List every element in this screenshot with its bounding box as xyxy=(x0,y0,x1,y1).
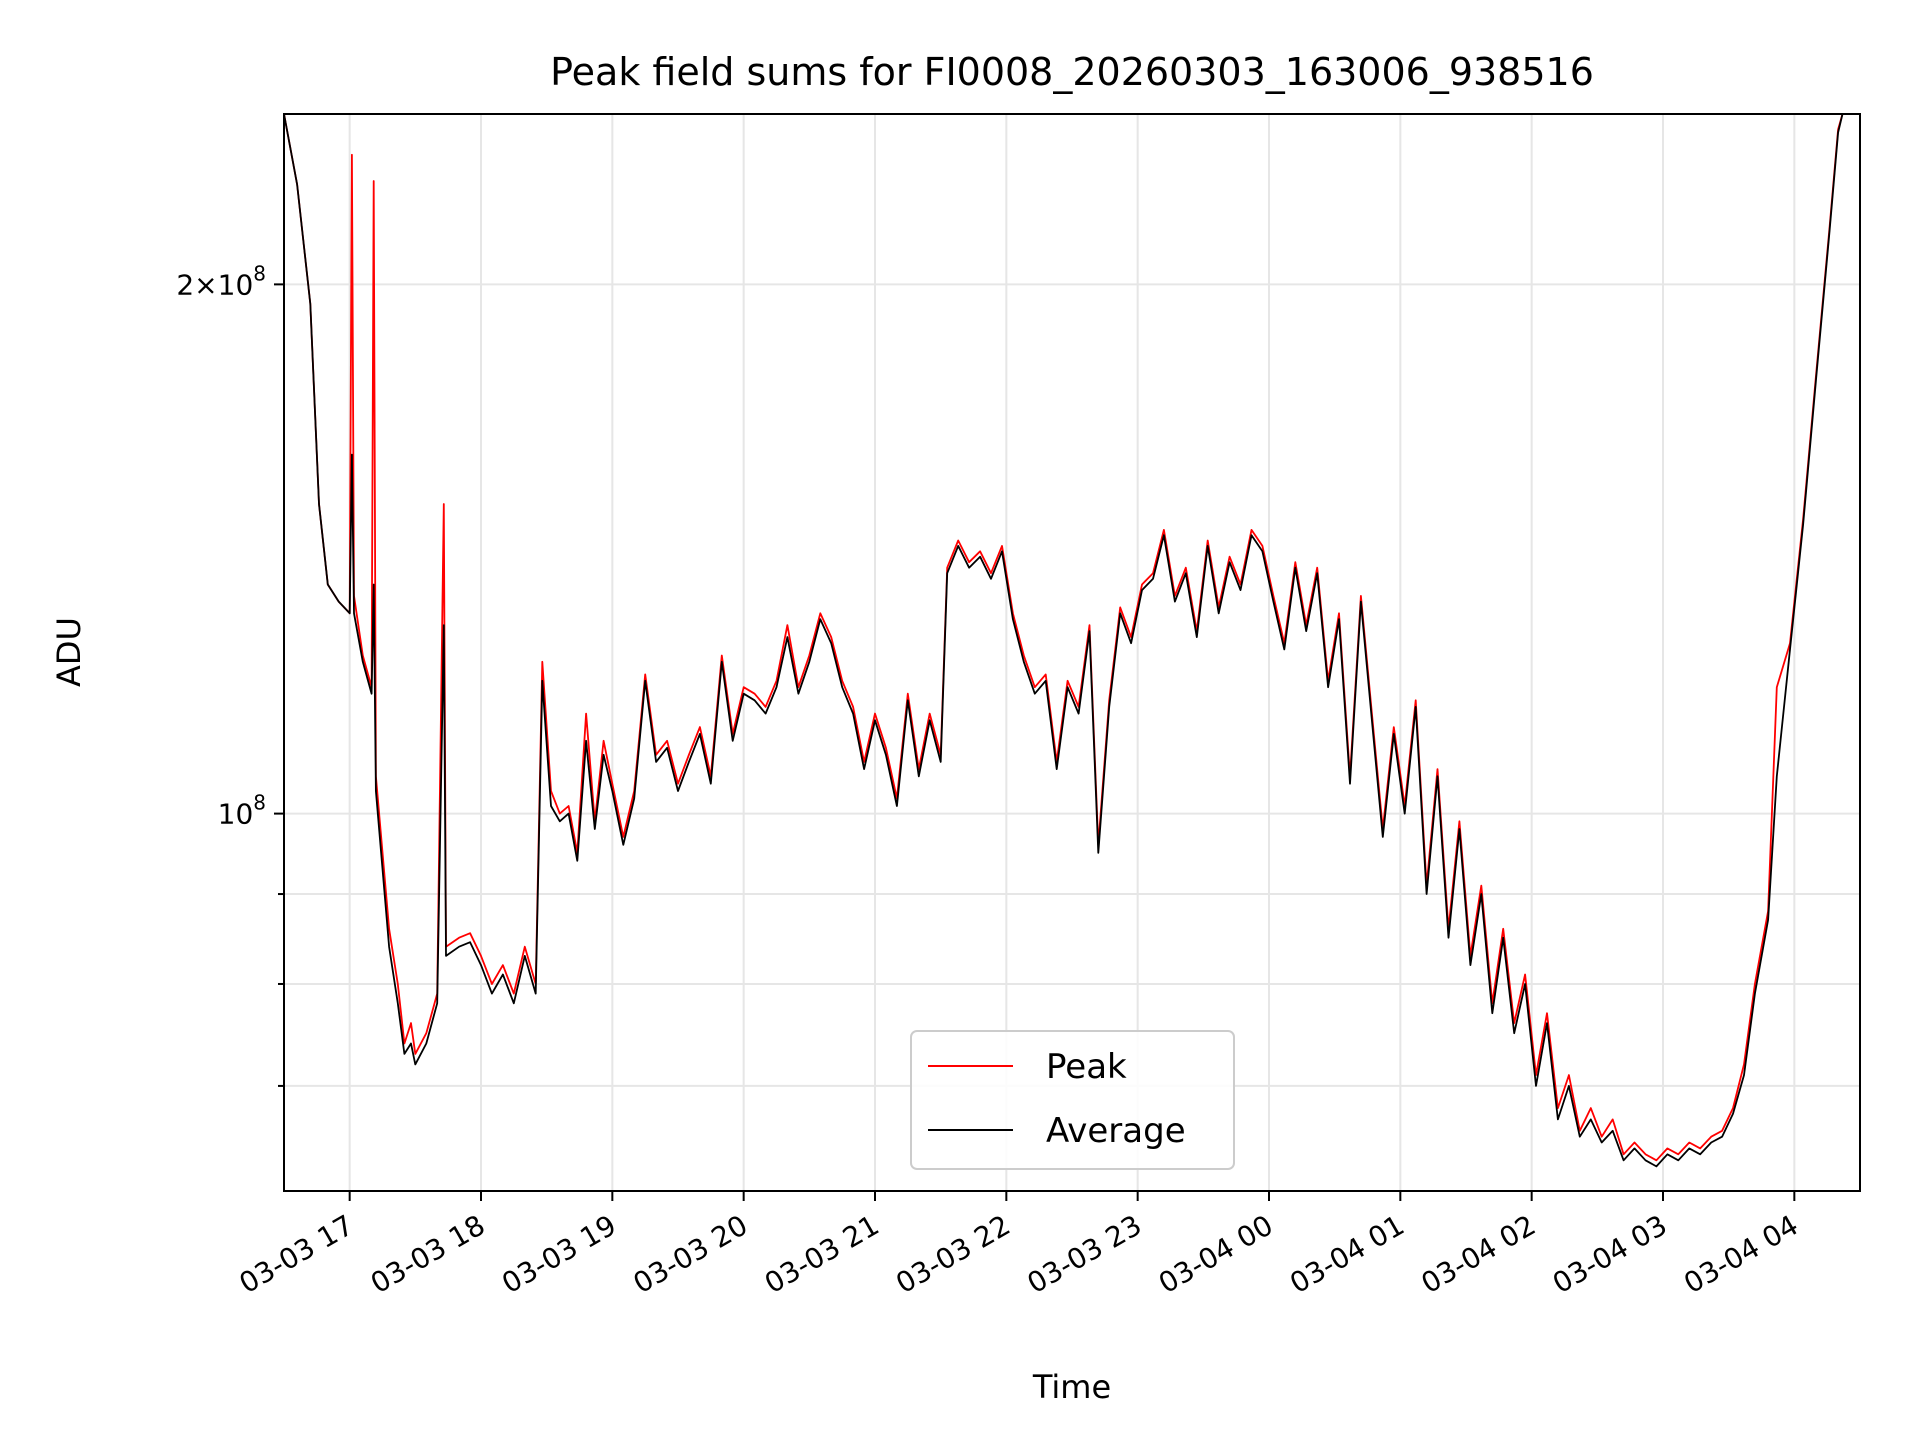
series-line-peak xyxy=(284,114,1844,1162)
series-layer xyxy=(284,114,1844,1168)
y-tick-label: 2×108 xyxy=(176,261,266,301)
y-tick-label-base: 10 xyxy=(218,798,254,831)
chart-title: Peak field sums for FI0008_20260303_1630… xyxy=(550,50,1594,94)
legend: Peak Average xyxy=(910,1030,1235,1170)
series-line-average xyxy=(284,114,1844,1168)
legend-label-peak: Peak xyxy=(1046,1047,1127,1087)
y-tick-label-exponent: 8 xyxy=(253,261,266,285)
y-tick-label-mantissa: 2× xyxy=(176,268,217,301)
y-tick-label-base: 10 xyxy=(218,268,254,301)
x-axis-label: Time xyxy=(1032,1368,1111,1406)
legend-label-average: Average xyxy=(1046,1111,1186,1151)
y-axis-label: ADU xyxy=(50,617,88,687)
y-tick-label: 108 xyxy=(218,791,266,831)
grid xyxy=(284,114,1860,1191)
y-tick-label-exponent: 8 xyxy=(253,791,266,815)
plot-frame xyxy=(283,113,1861,1192)
